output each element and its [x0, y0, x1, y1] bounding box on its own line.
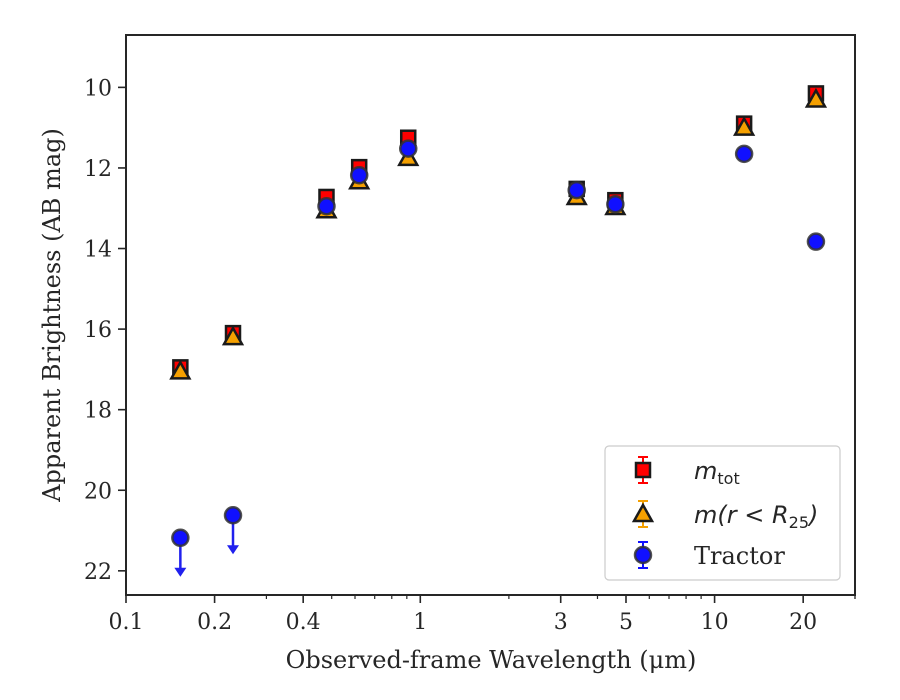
x-tick-label: 0.1	[109, 610, 144, 635]
data-points	[169, 85, 828, 577]
x-tick-label: 3	[554, 610, 568, 635]
y-axis-label: Apparent Brightness (AB mag)	[38, 128, 66, 503]
x-axis-label: Observed-frame Wavelength (μm)	[286, 646, 697, 674]
x-tick-label: 5	[619, 610, 633, 635]
legend-entry: mtot	[634, 456, 740, 488]
y-tick-label: 16	[84, 318, 112, 343]
legend-label: Tractor	[694, 542, 785, 570]
y-tick-label: 10	[84, 76, 112, 101]
upper-limit-arrowhead	[174, 567, 187, 577]
y-tick-label: 14	[84, 238, 112, 263]
legend-label-main: m	[694, 457, 717, 485]
legend: mtot m(r < R25) Tractor	[604, 445, 841, 581]
legend-label: m(r < R25)	[694, 501, 818, 532]
legend-label-sub: tot	[717, 469, 739, 488]
y-tick-label: 12	[84, 157, 112, 182]
legend-label-main: Tractor	[694, 542, 785, 570]
y-tick-label: 22	[84, 560, 112, 585]
legend-entry: Tractor	[633, 541, 785, 570]
legend-box	[604, 445, 841, 581]
x-tick-label: 1	[413, 610, 427, 635]
series-circle	[171, 139, 826, 577]
x-tick-label: 0.2	[197, 610, 232, 635]
plot-area	[125, 34, 856, 596]
x-axis: 0.1 0.2 0.4 1 3 5 10 20	[109, 595, 856, 635]
legend-label-suffix: )	[807, 501, 818, 529]
legend-label: mtot	[694, 457, 740, 488]
legend-label-main: m(r < R	[694, 501, 789, 529]
legend-label-sub: 25	[789, 513, 809, 532]
plot-frame	[125, 34, 856, 596]
y-axis: 10 12 14 16 18 20 22	[84, 76, 126, 585]
x-tick-label: 20	[789, 610, 817, 635]
series-square	[172, 85, 825, 376]
x-tick-label: 0.4	[286, 610, 321, 635]
x-tick-label: 10	[701, 610, 729, 635]
series-triangle	[169, 87, 828, 380]
upper-limit-arrowhead	[227, 545, 240, 555]
y-tick-label: 18	[84, 399, 112, 424]
y-tick-label: 20	[84, 479, 112, 504]
legend-entry: m(r < R25)	[631, 500, 818, 532]
